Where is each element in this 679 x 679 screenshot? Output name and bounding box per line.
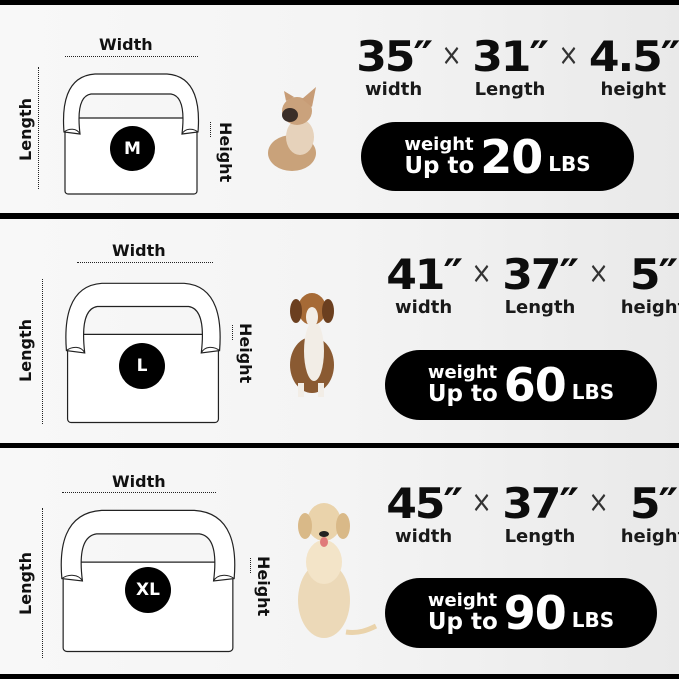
width-value: 41″ bbox=[386, 250, 463, 299]
weight-value: 90 bbox=[503, 586, 567, 640]
width-caption: width bbox=[395, 297, 453, 318]
length-label: Length bbox=[16, 98, 35, 161]
length-label: Length bbox=[16, 319, 35, 382]
length-value: 37″ bbox=[502, 479, 580, 528]
height-caption: height bbox=[620, 297, 679, 318]
up-to-label: Up to bbox=[404, 152, 475, 179]
times-icon: × bbox=[558, 38, 579, 73]
up-to-label: Up to bbox=[427, 609, 498, 635]
length-arrow bbox=[38, 67, 39, 189]
width-label: Width bbox=[99, 35, 153, 54]
weight-label: weight bbox=[404, 133, 474, 155]
dimensions: 45″width × 37″Length × 5″height bbox=[386, 479, 679, 548]
weight-pill: weight Up to 90 LBS bbox=[385, 578, 657, 648]
height-arrow bbox=[210, 122, 211, 137]
size-panel-xl: Width Length XL Height 45″ width × 37″ Len… bbox=[0, 448, 679, 674]
size-badge: L bbox=[119, 343, 165, 389]
size-badge: M bbox=[110, 126, 155, 171]
width-value: 35″ bbox=[356, 32, 433, 81]
up-to-label: Up to bbox=[427, 381, 498, 407]
width-label: Width bbox=[112, 472, 166, 491]
height-label: Height bbox=[236, 323, 255, 384]
weight-pill: weight Up to 20 LBS bbox=[361, 122, 634, 191]
weight-value: 60 bbox=[503, 358, 567, 412]
width-label: Width bbox=[112, 241, 166, 260]
times-icon: × bbox=[588, 256, 609, 291]
height-value: 4.5″ bbox=[588, 32, 679, 81]
length-caption: Length bbox=[504, 526, 576, 547]
height-value: 5″ bbox=[630, 250, 678, 299]
weight-unit: LBS bbox=[571, 380, 615, 404]
dog-photo-beagle bbox=[290, 293, 334, 397]
width-arrow bbox=[77, 262, 213, 263]
width-caption: width bbox=[365, 79, 423, 100]
width-arrow bbox=[62, 492, 216, 493]
length-caption: Length bbox=[504, 297, 576, 318]
weight-unit: LBS bbox=[548, 151, 591, 176]
weight-label: weight bbox=[427, 362, 498, 383]
height-arrow bbox=[250, 558, 251, 573]
dog-photo-french-bulldog bbox=[268, 87, 316, 171]
weight-value: 20 bbox=[480, 129, 543, 184]
size-panel-m: Width Length M Height 35″ width × 31″ Leng… bbox=[0, 5, 679, 213]
height-label: Height bbox=[216, 122, 235, 183]
dimensions: 41″width × 37″Length × 5″height bbox=[386, 250, 679, 319]
length-label: Length bbox=[16, 552, 35, 615]
height-caption: height bbox=[600, 79, 667, 100]
weight-unit: LBS bbox=[571, 608, 615, 632]
times-icon: × bbox=[441, 38, 462, 73]
height-arrow bbox=[232, 325, 233, 340]
height-label: Height bbox=[254, 556, 273, 617]
length-value: 31″ bbox=[472, 32, 550, 81]
width-caption: width bbox=[395, 526, 453, 547]
length-arrow bbox=[42, 279, 43, 424]
times-icon: × bbox=[471, 485, 492, 520]
length-arrow bbox=[42, 508, 43, 658]
size-panel-l: Width Length L Height 41″ width × 37″ Leng… bbox=[0, 219, 679, 443]
weight-label: weight bbox=[427, 590, 498, 611]
times-icon: × bbox=[588, 485, 609, 520]
length-value: 37″ bbox=[502, 250, 580, 299]
height-caption: height bbox=[620, 526, 679, 547]
width-value: 45″ bbox=[386, 479, 463, 528]
height-value: 5″ bbox=[630, 479, 678, 528]
width-arrow bbox=[65, 56, 198, 57]
dimensions: 35″ width × 31″ Length × 4.5″ height bbox=[356, 32, 679, 101]
weight-pill: weight Up to 60 LBS bbox=[385, 350, 657, 420]
length-caption: Length bbox=[474, 79, 546, 100]
size-badge: XL bbox=[125, 567, 171, 613]
times-icon: × bbox=[471, 256, 492, 291]
dog-photo-labrador bbox=[298, 503, 378, 638]
